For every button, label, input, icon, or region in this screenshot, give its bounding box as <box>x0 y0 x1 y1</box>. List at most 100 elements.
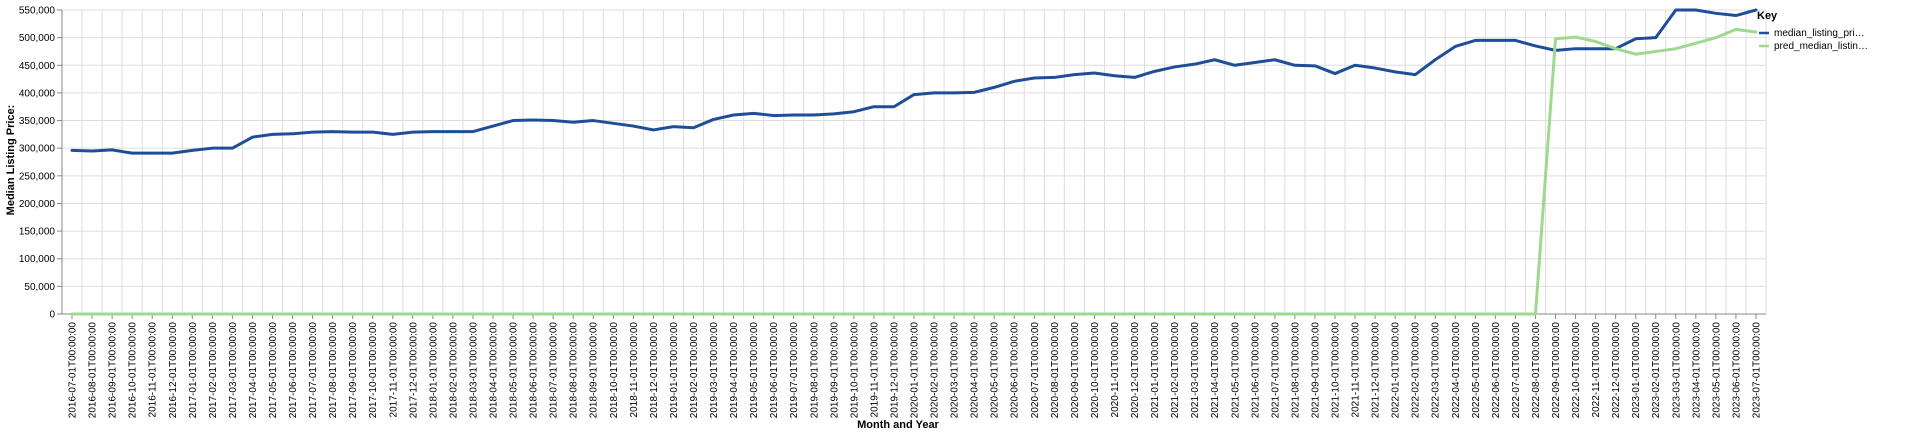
x-tick-label: 2020-10-01T00:00:00 <box>1090 322 1101 419</box>
x-tick-label: 2021-02-01T00:00:00 <box>1170 322 1181 419</box>
x-tick-label: 2020-06-01T00:00:00 <box>1010 322 1021 419</box>
x-tick-label: 2018-12-01T00:00:00 <box>649 322 660 419</box>
series-line-median-listing-price <box>70 8 1758 155</box>
x-tick-label: 2016-08-01T00:00:00 <box>88 322 99 419</box>
y-tick-label: 300,000 <box>19 144 56 155</box>
x-tick-label: 2020-03-01T00:00:00 <box>950 322 961 419</box>
y-axis: 0 50,000 100,000 150,000 200,000 250,000 300,0… <box>19 6 63 321</box>
x-tick-label: 2017-05-01T00:00:00 <box>268 322 279 419</box>
x-tick-label: 2016-10-01T00:00:00 <box>128 322 139 419</box>
x-tick-label: 2018-11-01T00:00:00 <box>629 322 640 418</box>
y-tick-label: 500,000 <box>19 33 56 44</box>
x-tick-label: 2017-09-01T00:00:00 <box>348 322 359 419</box>
x-tick-label: 2019-04-01T00:00:00 <box>729 322 740 419</box>
x-tick-label: 2022-07-01T00:00:00 <box>1511 322 1522 419</box>
x-tick-label: 2018-10-01T00:00:00 <box>609 322 620 419</box>
legend-label-median-listing-price[interactable]: median_listing_pri… <box>1774 28 1865 39</box>
x-tick-label: 2021-03-01T00:00:00 <box>1190 322 1201 419</box>
x-tick-label: 2019-06-01T00:00:00 <box>769 322 780 419</box>
x-tick-label: 2019-05-01T00:00:00 <box>749 322 760 419</box>
y-tick-label: 450,000 <box>19 61 56 72</box>
series-line-pred-median-listing-price <box>70 27 1758 316</box>
x-tick-label: 2017-01-01T00:00:00 <box>188 322 199 419</box>
x-tick-label: 2018-02-01T00:00:00 <box>448 322 459 419</box>
x-tick-label: 2021-06-01T00:00:00 <box>1250 322 1261 419</box>
x-tick-label: 2016-09-01T00:00:00 <box>108 322 119 419</box>
y-tick-label: 200,000 <box>19 199 56 210</box>
x-tick-label: 2018-03-01T00:00:00 <box>468 322 479 419</box>
x-tick-label: 2017-06-01T00:00:00 <box>288 322 299 419</box>
x-tick-label: 2022-08-01T00:00:00 <box>1531 322 1542 419</box>
x-tick-label: 2021-01-01T00:00:00 <box>1150 322 1161 419</box>
legend-title: Key <box>1757 10 1778 22</box>
x-tick-label: 2017-07-01T00:00:00 <box>308 322 319 419</box>
x-tick-label: 2016-07-01T00:00:00 <box>68 322 79 419</box>
y-tick-label: 250,000 <box>19 171 56 182</box>
x-tick-label: 2017-08-01T00:00:00 <box>328 322 339 419</box>
x-tick-label: 2019-08-01T00:00:00 <box>809 322 820 419</box>
x-tick-label: 2016-11-01T00:00:00 <box>148 322 159 418</box>
x-tick-label: 2020-02-01T00:00:00 <box>930 322 941 419</box>
x-tick-label: 2019-07-01T00:00:00 <box>789 322 800 419</box>
x-tick-label: 2023-02-01T00:00:00 <box>1651 322 1662 419</box>
x-tick-label: 2023-03-01T00:00:00 <box>1671 322 1682 419</box>
x-tick-label: 2023-05-01T00:00:00 <box>1711 322 1722 419</box>
x-tick-label: 2022-10-01T00:00:00 <box>1571 322 1582 419</box>
x-tick-label: 2019-10-01T00:00:00 <box>849 322 860 419</box>
y-tick-label: 50,000 <box>24 282 55 293</box>
x-tick-label: 2017-02-01T00:00:00 <box>208 322 219 419</box>
x-tick-label: 2019-01-01T00:00:00 <box>669 322 680 419</box>
x-tick-label: 2023-01-01T00:00:00 <box>1631 322 1642 419</box>
x-tick-label: 2020-01-01T00:00:00 <box>910 322 921 419</box>
x-tick-label: 2018-06-01T00:00:00 <box>529 322 540 419</box>
x-tick-label: 2019-03-01T00:00:00 <box>709 322 720 419</box>
x-tick-label: 2022-11-01T00:00:00 <box>1591 322 1602 418</box>
x-tick-label: 2018-08-01T00:00:00 <box>569 322 580 419</box>
x-tick-label: 2017-12-01T00:00:00 <box>408 322 419 419</box>
x-tick-label: 2021-12-01T00:00:00 <box>1371 322 1382 419</box>
x-tick-label: 2018-01-01T00:00:00 <box>428 322 439 419</box>
x-tick-label: 2020-04-01T00:00:00 <box>970 322 981 419</box>
x-tick-label: 2022-06-01T00:00:00 <box>1491 322 1502 419</box>
x-tick-label: 2021-09-01T00:00:00 <box>1310 322 1321 419</box>
x-tick-label: 2019-02-01T00:00:00 <box>689 322 700 419</box>
x-tick-label: 2021-07-01T00:00:00 <box>1270 322 1281 419</box>
y-tick-label: 550,000 <box>19 6 56 17</box>
x-tick-label: 2017-10-01T00:00:00 <box>368 322 379 419</box>
x-tick-label: 2018-07-01T00:00:00 <box>549 322 560 419</box>
x-tick-label: 2019-09-01T00:00:00 <box>829 322 840 419</box>
x-tick-label: 2020-09-01T00:00:00 <box>1070 322 1081 419</box>
x-tick-label: 2020-11-01T00:00:00 <box>1110 322 1121 418</box>
x-tick-label: 2019-11-01T00:00:00 <box>869 322 880 418</box>
y-axis-title: Median Listing Price: <box>5 105 17 216</box>
x-tick-label: 2022-03-01T00:00:00 <box>1431 322 1442 419</box>
x-axis: 2016-07-01T00:00:00 2016-08-01T00:00:00 20… <box>62 313 1766 419</box>
x-tick-label: 2022-05-01T00:00:00 <box>1471 322 1482 419</box>
legend-label-pred-median-listing-price[interactable]: pred_median_listin… <box>1774 41 1868 52</box>
y-tick-label: 350,000 <box>19 116 56 127</box>
legend: Key median_listing_pri… pred_median_list… <box>1757 10 1868 52</box>
x-tick-label: 2021-04-01T00:00:00 <box>1210 322 1221 419</box>
x-tick-label: 2021-11-01T00:00:00 <box>1351 322 1362 418</box>
x-tick-label: 2023-07-01T00:00:00 <box>1751 322 1762 419</box>
x-tick-label: 2022-04-01T00:00:00 <box>1451 322 1462 419</box>
x-tick-label: 2022-02-01T00:00:00 <box>1411 322 1422 419</box>
x-tick-label: 2022-12-01T00:00:00 <box>1611 322 1622 419</box>
y-tick-label: 400,000 <box>19 88 56 99</box>
x-tick-label: 2021-08-01T00:00:00 <box>1290 322 1301 419</box>
y-tick-label: 100,000 <box>19 254 56 265</box>
x-tick-label: 2023-04-01T00:00:00 <box>1691 322 1702 419</box>
x-tick-label: 2020-12-01T00:00:00 <box>1130 322 1141 419</box>
x-tick-label: 2019-12-01T00:00:00 <box>889 322 900 419</box>
x-tick-label: 2021-10-01T00:00:00 <box>1330 322 1341 419</box>
series-lines <box>70 8 1758 316</box>
x-tick-label: 2023-06-01T00:00:00 <box>1731 322 1742 419</box>
x-tick-label: 2022-01-01T00:00:00 <box>1391 322 1402 419</box>
x-tick-label: 2018-05-01T00:00:00 <box>509 322 520 419</box>
x-tick-label: 2020-05-01T00:00:00 <box>990 322 1001 419</box>
y-tick-label: 150,000 <box>19 227 56 238</box>
x-tick-label: 2018-09-01T00:00:00 <box>589 322 600 419</box>
x-tick-label: 2018-04-01T00:00:00 <box>489 322 500 419</box>
